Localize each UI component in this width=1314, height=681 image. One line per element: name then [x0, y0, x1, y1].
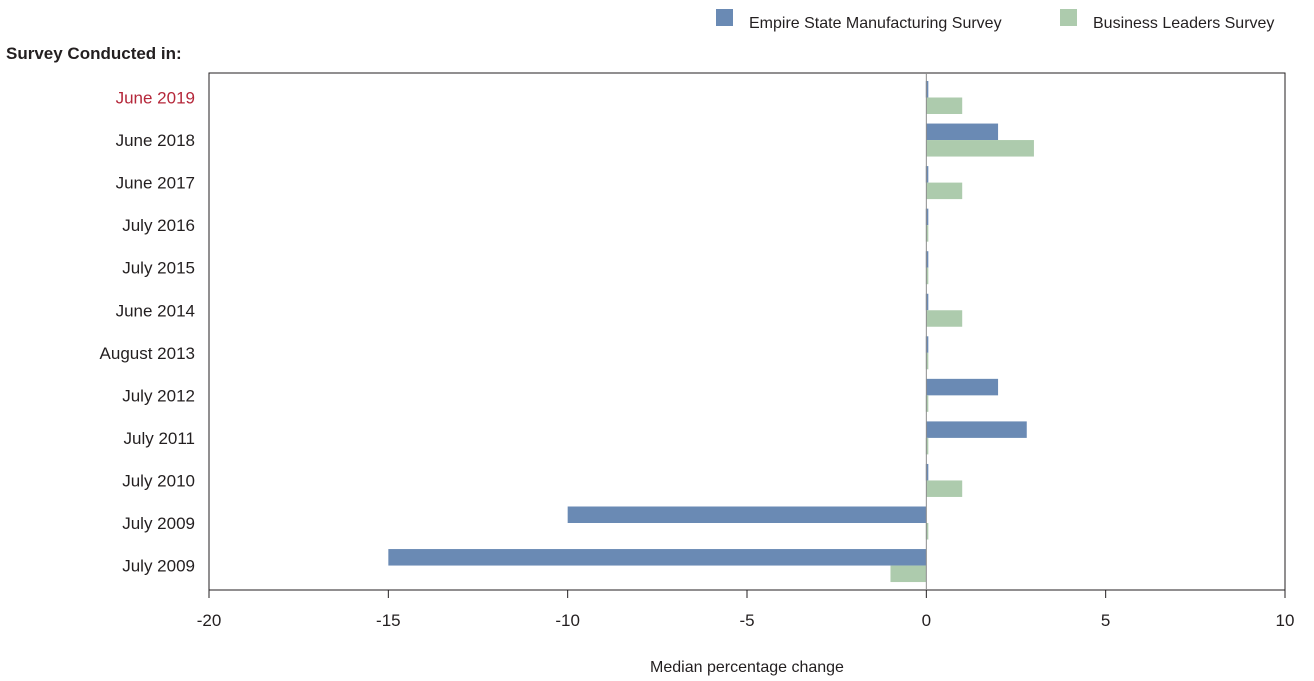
- y-tick-label: July 2015: [122, 259, 195, 278]
- x-tick-label: 10: [1276, 611, 1295, 630]
- x-tick-label: -10: [555, 611, 580, 630]
- y-tick-label: June 2017: [116, 174, 195, 193]
- y-tick-label: July 2016: [122, 216, 195, 235]
- legend-swatch-business: [1060, 9, 1077, 26]
- bar-business-1: [926, 140, 1034, 157]
- bar-empire-8: [926, 421, 1027, 438]
- x-tick-label: -15: [376, 611, 401, 630]
- x-tick-label: -5: [739, 611, 754, 630]
- bar-empire-9: [925, 463, 929, 481]
- bar-business-8: [925, 437, 929, 455]
- y-tick-label: June 2019: [116, 89, 195, 108]
- y-tick-label: July 2012: [122, 386, 195, 405]
- bar-empire-0: [925, 81, 929, 98]
- legend: Empire State Manufacturing Survey Busines…: [716, 9, 1274, 32]
- bars: [388, 81, 1034, 583]
- x-tick-label: -20: [197, 611, 222, 630]
- y-tick-label: July 2010: [122, 471, 195, 490]
- legend-label-empire: Empire State Manufacturing Survey: [749, 15, 1002, 32]
- bar-business-3: [925, 225, 929, 242]
- bar-empire-6: [925, 336, 929, 353]
- x-tick-label: 5: [1101, 611, 1110, 630]
- bar-empire-3: [925, 208, 929, 226]
- bar-business-5: [926, 310, 963, 327]
- y-tick-label: August 2013: [100, 344, 195, 363]
- legend-label-business: Business Leaders Survey: [1093, 15, 1274, 32]
- bar-empire-11: [388, 549, 927, 566]
- bar-empire-4: [925, 251, 929, 268]
- legend-swatch-empire: [716, 9, 733, 26]
- y-tick-label: June 2014: [116, 301, 195, 320]
- y-tick-label: June 2018: [116, 131, 195, 150]
- bar-business-4: [925, 267, 929, 285]
- y-tick-label: July 2009: [122, 514, 195, 533]
- bar-business-7: [925, 395, 929, 412]
- bar-business-11: [890, 565, 927, 583]
- bar-empire-10: [567, 506, 927, 523]
- y-axis-labels: June 2019 June 2018 June 2017 July 2016 July…: [100, 89, 195, 576]
- bar-empire-5: [925, 293, 929, 311]
- bar-business-10: [925, 523, 929, 540]
- bar-empire-1: [926, 123, 999, 141]
- bar-business-6: [925, 352, 929, 370]
- x-axis-ticks: -20 -15 -10 -5 0 5 10: [197, 590, 1295, 630]
- bar-business-0: [926, 97, 963, 114]
- bar-business-2: [926, 182, 963, 200]
- x-tick-label: 0: [922, 611, 931, 630]
- y-tick-label: July 2009: [122, 557, 195, 576]
- y-axis-title: Survey Conducted in:: [6, 44, 182, 63]
- bar-empire-7: [926, 378, 999, 396]
- bar-empire-2: [925, 166, 929, 183]
- bar-business-9: [926, 480, 963, 497]
- x-axis-title: Median percentage change: [650, 659, 844, 676]
- y-tick-label: July 2011: [123, 429, 195, 448]
